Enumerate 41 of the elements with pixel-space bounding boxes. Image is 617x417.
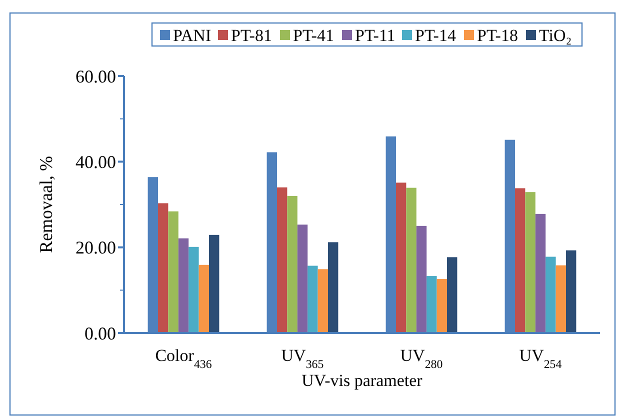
legend-label: PT-11: [355, 26, 396, 45]
bar: [158, 203, 168, 333]
bar: [178, 238, 189, 333]
legend-label: PT-81: [231, 26, 272, 45]
bar: [209, 234, 220, 333]
bar: [297, 224, 308, 333]
bar: [436, 279, 447, 333]
bar: [396, 182, 406, 333]
x-tick-label: UV$_{365}$: [281, 346, 324, 371]
x-tick-label: UV$_{280}$: [400, 346, 443, 371]
bar: [328, 242, 338, 333]
bar: [287, 196, 298, 333]
bar: [416, 226, 427, 333]
y-tick-label: 40.00: [76, 152, 116, 172]
legend-label: PT-14: [415, 26, 456, 45]
bar: [556, 265, 566, 333]
x-axis-title: UV-vis parameter: [302, 371, 423, 390]
bar: [277, 187, 288, 333]
bar: [515, 188, 526, 333]
x-tick-label: Color$_{436}$: [155, 346, 212, 371]
bar: [318, 269, 328, 333]
bar: [566, 250, 576, 333]
bar: [168, 211, 178, 333]
bar: [198, 264, 209, 333]
bar: [447, 257, 458, 333]
legend-label: PANI: [173, 26, 212, 45]
legend-label: PT-41: [293, 26, 334, 45]
bar: [546, 256, 556, 333]
bar: [406, 188, 416, 333]
bar: [188, 246, 199, 333]
legend-label: PT-18: [477, 26, 518, 45]
bar: [426, 276, 437, 333]
bar: [525, 192, 536, 333]
y-tick-label: 60.00: [76, 66, 116, 86]
x-tick-label: UV$_{254}$: [519, 346, 562, 371]
legend-label: TiO₂: [539, 26, 572, 45]
y-tick-label: 20.00: [76, 238, 116, 258]
bar: [535, 214, 546, 333]
bar: [308, 266, 318, 333]
y-tick-label: 0.00: [84, 323, 116, 344]
y-axis-title: Removaal, %: [36, 156, 56, 253]
